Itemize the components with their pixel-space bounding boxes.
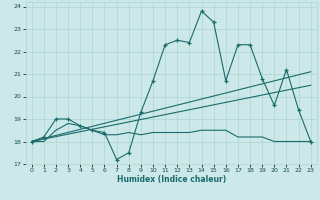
X-axis label: Humidex (Indice chaleur): Humidex (Indice chaleur) [116, 175, 226, 184]
